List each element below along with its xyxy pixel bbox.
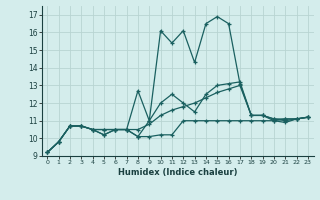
X-axis label: Humidex (Indice chaleur): Humidex (Indice chaleur) [118, 168, 237, 177]
